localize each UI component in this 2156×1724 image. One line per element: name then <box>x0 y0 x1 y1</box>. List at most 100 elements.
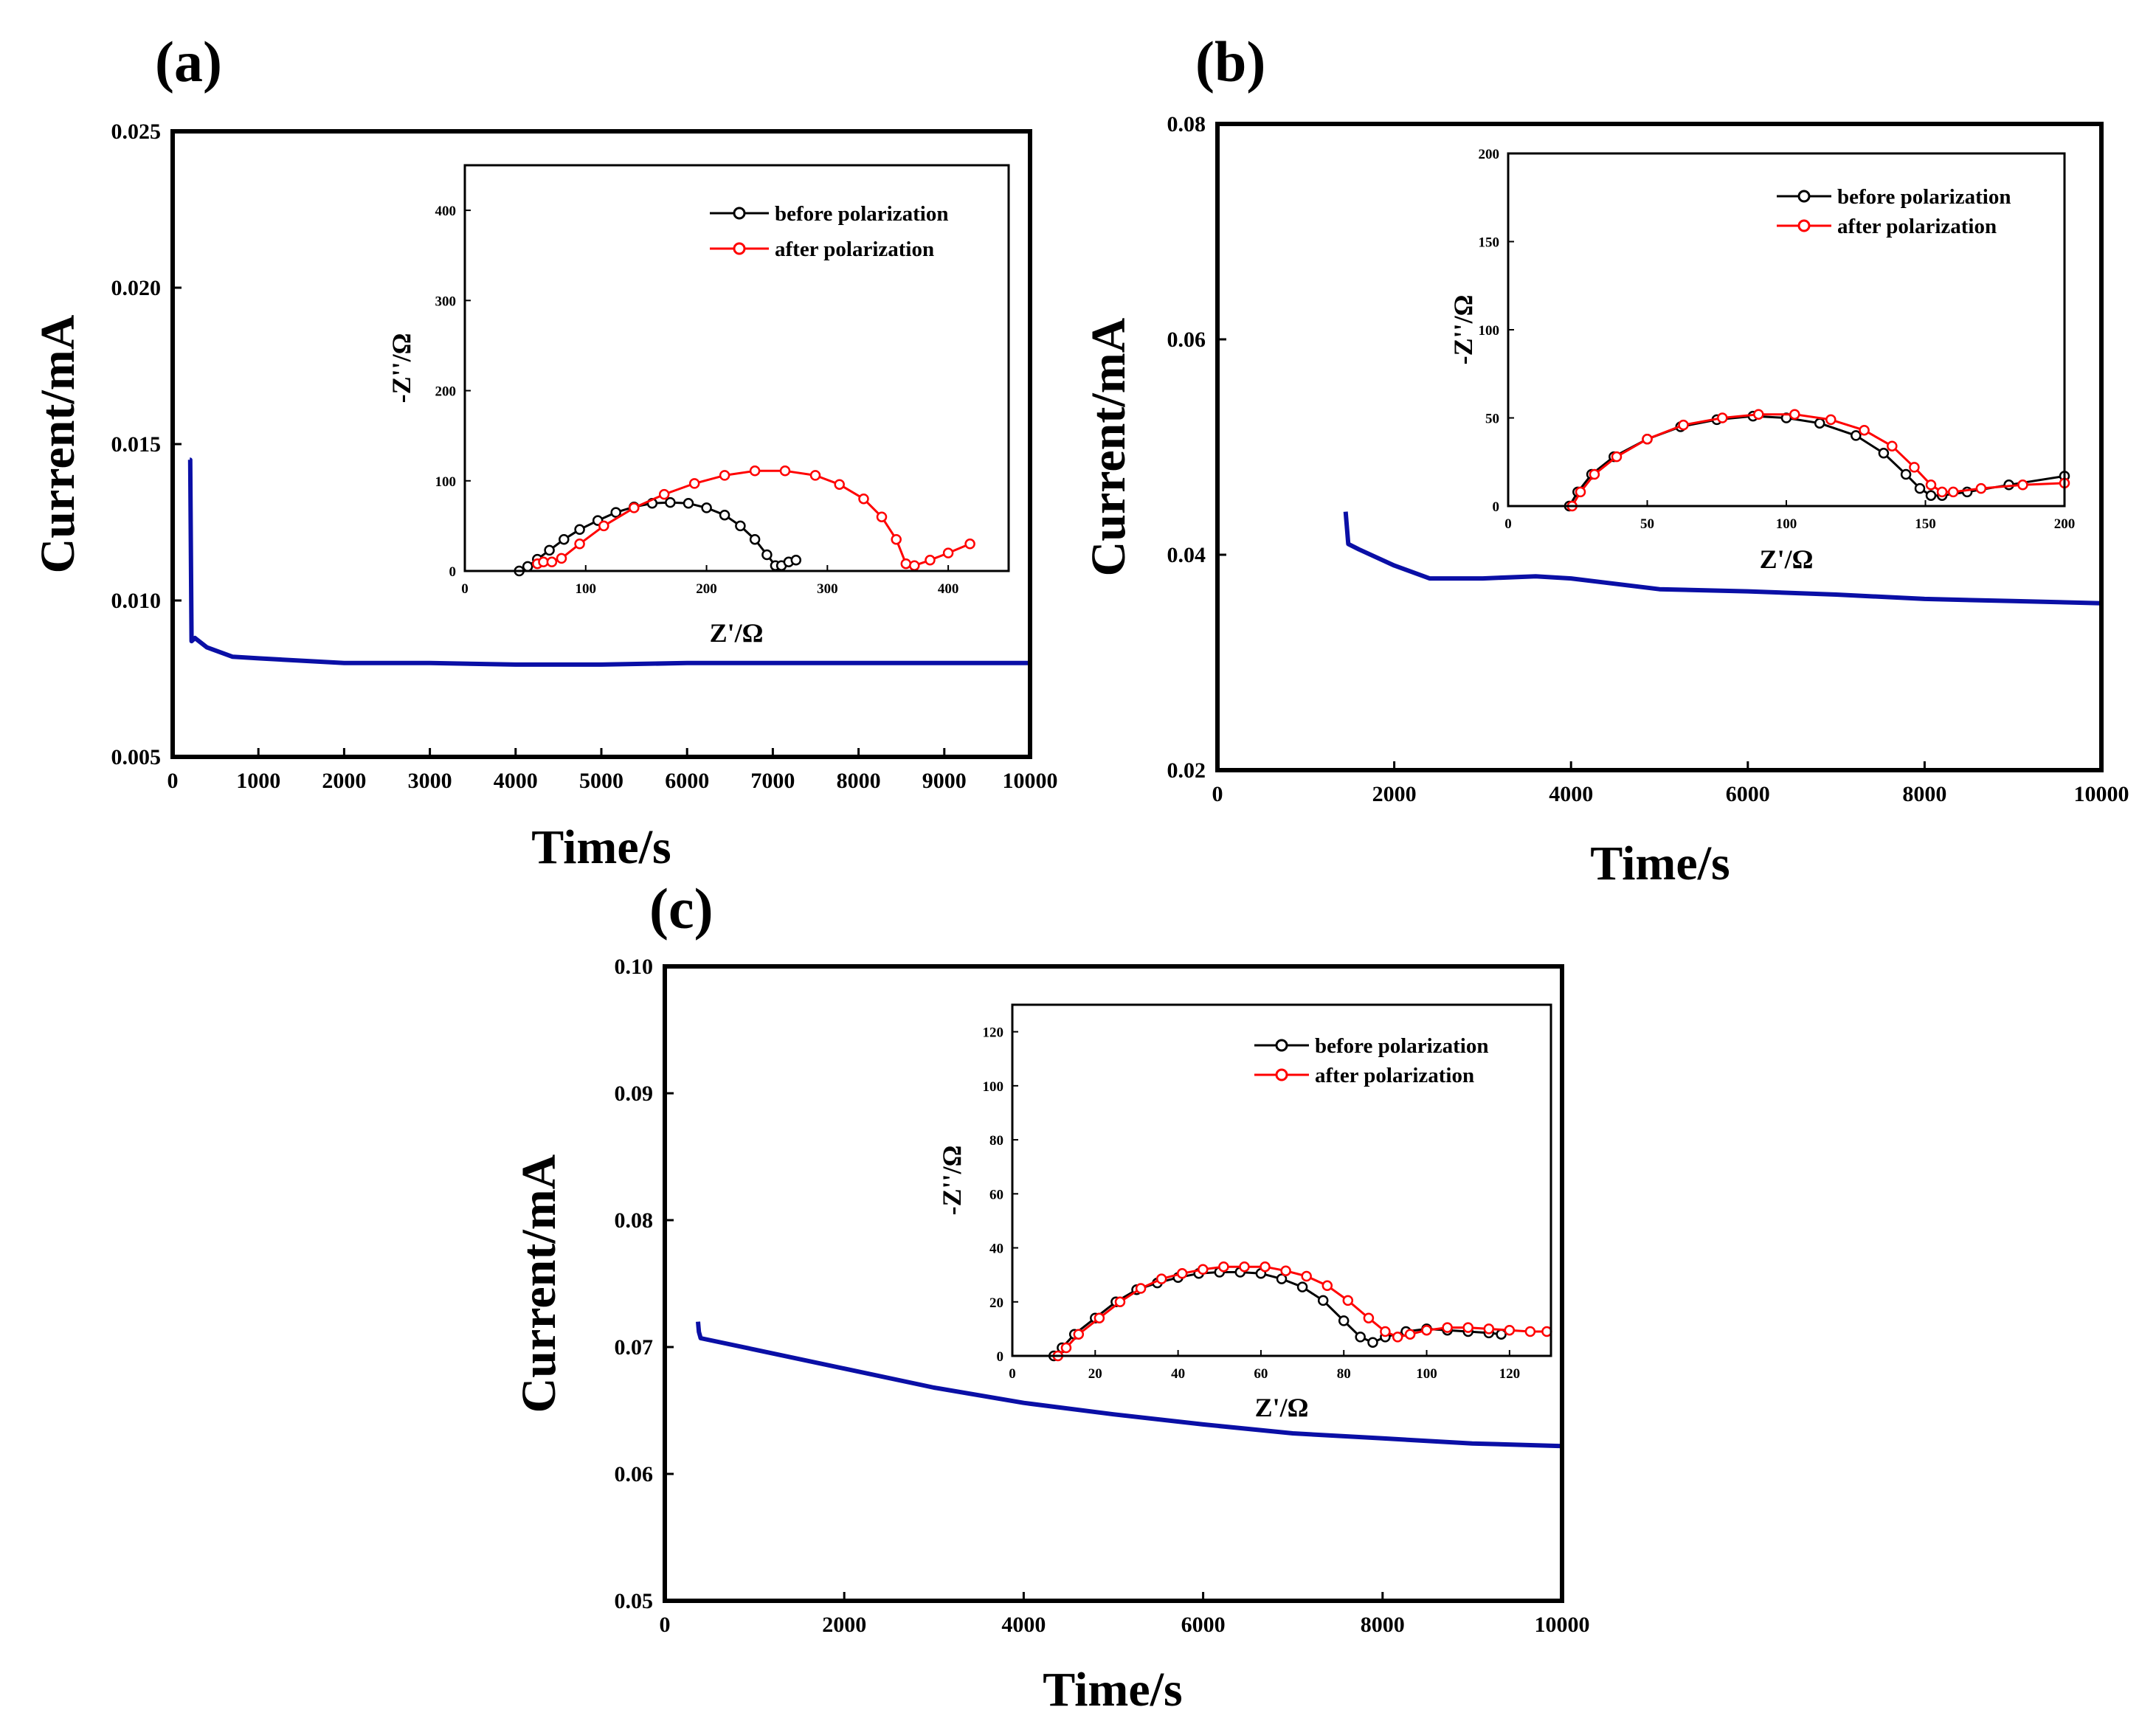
panel-c-x-tick-label: 2000 <box>822 1613 866 1637</box>
panel-b-plot-frame <box>1215 122 2104 772</box>
panel-c-inset-after-marker <box>1060 1342 1072 1354</box>
panel-c-legend-before-marker <box>1275 1039 1288 1052</box>
panel-b-legend: before polarization after polarization <box>1777 185 2011 238</box>
panel-b-inset-after-marker <box>1642 433 1653 445</box>
panel-c-inset-after-marker <box>1198 1264 1209 1275</box>
panel-a-inset-after-marker <box>598 520 609 532</box>
panel-a-inset-before-marker <box>544 544 555 556</box>
panel-b-inset-after-marker <box>1825 414 1837 426</box>
panel-a-inset-after-marker <box>749 465 761 477</box>
panel-b-inset-after-marker <box>1925 480 1937 491</box>
panel-a-label: (a) <box>155 30 222 94</box>
panel-a-inset-before-marker <box>665 496 676 508</box>
panel-a-inset-before-marker <box>735 520 746 532</box>
panel-b-inset-y-axis-title: -Z''/Ω <box>1448 295 1478 365</box>
panel-c-inset-after-marker <box>1363 1312 1375 1323</box>
panel-a-inset-y-axis-title: -Z''/Ω <box>387 333 416 404</box>
panel-a-y-tick-label: 0.010 <box>111 589 162 613</box>
panel-c-y-tick-label: 0.07 <box>615 1335 654 1360</box>
panel-a-plot-frame <box>170 129 1032 759</box>
panel-b-inset-before-marker <box>1878 448 1890 459</box>
panel-b-inset-after-marker <box>1753 409 1764 420</box>
panel-c-y-tick-label: 0.08 <box>615 1208 654 1233</box>
panel-a-x-tick-label: 6000 <box>665 769 709 793</box>
panel-a-x-tick-label: 2000 <box>322 769 366 793</box>
panel-b-legend-before-label: before polarization <box>1837 185 2011 209</box>
panel-c-inset-x-ticks: 0 20 40 60 80 100 120 <box>1009 1350 1520 1382</box>
panel-b-inset-x-tick-label: 200 <box>2054 516 2076 532</box>
panel-c-inset-frame <box>1011 1003 1552 1357</box>
panel-b-y-tick-label: 0.08 <box>1167 112 1206 136</box>
panel-a-inset-after-marker <box>876 511 888 522</box>
panel-b-inset-before-marker <box>1814 418 1825 429</box>
panel-a-inset-before-marker <box>683 498 694 509</box>
panel-a-inset-after-marker <box>964 539 975 550</box>
panel-c-inset-x-tick-label: 100 <box>1416 1366 1437 1382</box>
panel-c-inset-x-tick-label: 80 <box>1337 1366 1351 1382</box>
panel-b-inset-y-tick-label: 0 <box>1493 499 1500 515</box>
panel-b-inset-after-marker <box>1575 486 1586 498</box>
panel-c-inset-x-axis-title: Z'/Ω <box>1255 1393 1309 1422</box>
panel-c-inset: 0 20 40 60 80 100 120 0 20 40 60 80 100 120 Z'/Ω -Z'… <box>937 1003 1552 1422</box>
panel-c-inset-before-marker <box>1296 1281 1308 1292</box>
panel-a-y-tick-label: 0.025 <box>111 120 162 144</box>
panel-c-inset-after-marker <box>1260 1261 1271 1273</box>
panel-c-x-axis-title: Time/s <box>1043 1663 1182 1717</box>
panel-a-inset-y-tick-label: 400 <box>435 204 457 219</box>
panel-a-legend-before-label: before polarization <box>775 202 948 226</box>
panel-a-inset-after-marker <box>834 479 845 490</box>
panel-b-label: (b) <box>1195 30 1265 94</box>
panel-c-inset-background <box>1012 1005 1551 1356</box>
panel-c-x-tick-label: 6000 <box>1181 1613 1226 1637</box>
panel-b-series <box>1343 511 2102 606</box>
panel-b-inset-y-tick-label: 100 <box>1479 323 1500 339</box>
panel-a-inset-y-tick-label: 300 <box>435 294 457 309</box>
panel-a-inset-x-axis-title: Z'/Ω <box>710 618 764 648</box>
panel-c-inset-y-ticks: 0 20 40 60 80 100 120 <box>983 1025 1018 1365</box>
panel-c-inset-before-marker <box>1276 1273 1288 1284</box>
panel-c-inset-y-tick-label: 120 <box>983 1025 1004 1041</box>
panel-a-legend-after-label: after polarization <box>775 238 934 261</box>
panel-a-inset-after-marker <box>858 493 869 505</box>
panel-c-inset-after-marker <box>1504 1324 1516 1336</box>
panel-b-inset-after-marker <box>1947 486 1959 498</box>
panel-b-inset-before-marker <box>1900 468 1912 480</box>
panel-b-x-tick-label: 10000 <box>2074 782 2129 806</box>
panel-c-inset-after-marker <box>1524 1326 1536 1337</box>
panel-b-x-tick-label: 2000 <box>1372 782 1417 806</box>
panel-c-series <box>696 1321 1563 1449</box>
panel-b-legend-after-label: after polarization <box>1837 215 1997 238</box>
panel-a-inset-y-tick-label: 0 <box>449 564 457 580</box>
panel-a-inset-y-ticks: 0 100 200 300 400 <box>435 204 471 580</box>
panel-a-x-tick-label: 1000 <box>236 769 280 793</box>
panel-b-inset-x-tick-label: 0 <box>1504 516 1512 532</box>
panel-c-inset-before-marker <box>1367 1337 1378 1348</box>
panel-c-inset-after-marker <box>1421 1324 1432 1336</box>
panel-c-y-tick-label: 0.09 <box>615 1081 654 1106</box>
panel-c-x-tick-label: 8000 <box>1361 1613 1405 1637</box>
panel-c-inset-y-tick-label: 0 <box>997 1349 1004 1365</box>
panel-c-plot-frame <box>663 964 1564 1603</box>
panel-b-inset-y-tick-label: 200 <box>1479 147 1500 162</box>
panel-b-inset-x-tick-label: 150 <box>1915 516 1936 532</box>
panel-a-inset-y-tick-label: 200 <box>435 384 457 400</box>
panel-c-inset-y-tick-label: 60 <box>989 1187 1003 1202</box>
panel-c-inset-after-marker <box>1342 1295 1354 1306</box>
panel-a-inset-after-marker <box>925 555 936 566</box>
panel-c-inset-after-marker <box>1321 1280 1333 1292</box>
panel-c-inset-after-marker <box>1176 1268 1188 1279</box>
panel-b-inset-after-marker <box>1589 468 1600 480</box>
panel-a-inset-after-marker <box>658 488 670 500</box>
panel-c: (c) 0 2000 4000 6000 8000 10000 0.050.060.070… <box>512 876 1590 1717</box>
panel-a-y-tick-label: 0.020 <box>111 276 162 300</box>
panel-b-inset-before-marker <box>1851 430 1862 441</box>
panel-b-inset-after-marker <box>1717 412 1728 423</box>
panel-c-inset-after-marker <box>1218 1261 1229 1273</box>
panel-a-inset-after-marker <box>900 558 912 570</box>
panel-a-inset-before-marker <box>522 561 533 572</box>
panel-c-inset-y-tick-label: 40 <box>989 1242 1003 1257</box>
panel-b-inset-frame <box>1507 152 2066 508</box>
panel-a-inset-series <box>514 465 975 577</box>
panel-c-inset-x-tick-label: 60 <box>1254 1366 1268 1382</box>
